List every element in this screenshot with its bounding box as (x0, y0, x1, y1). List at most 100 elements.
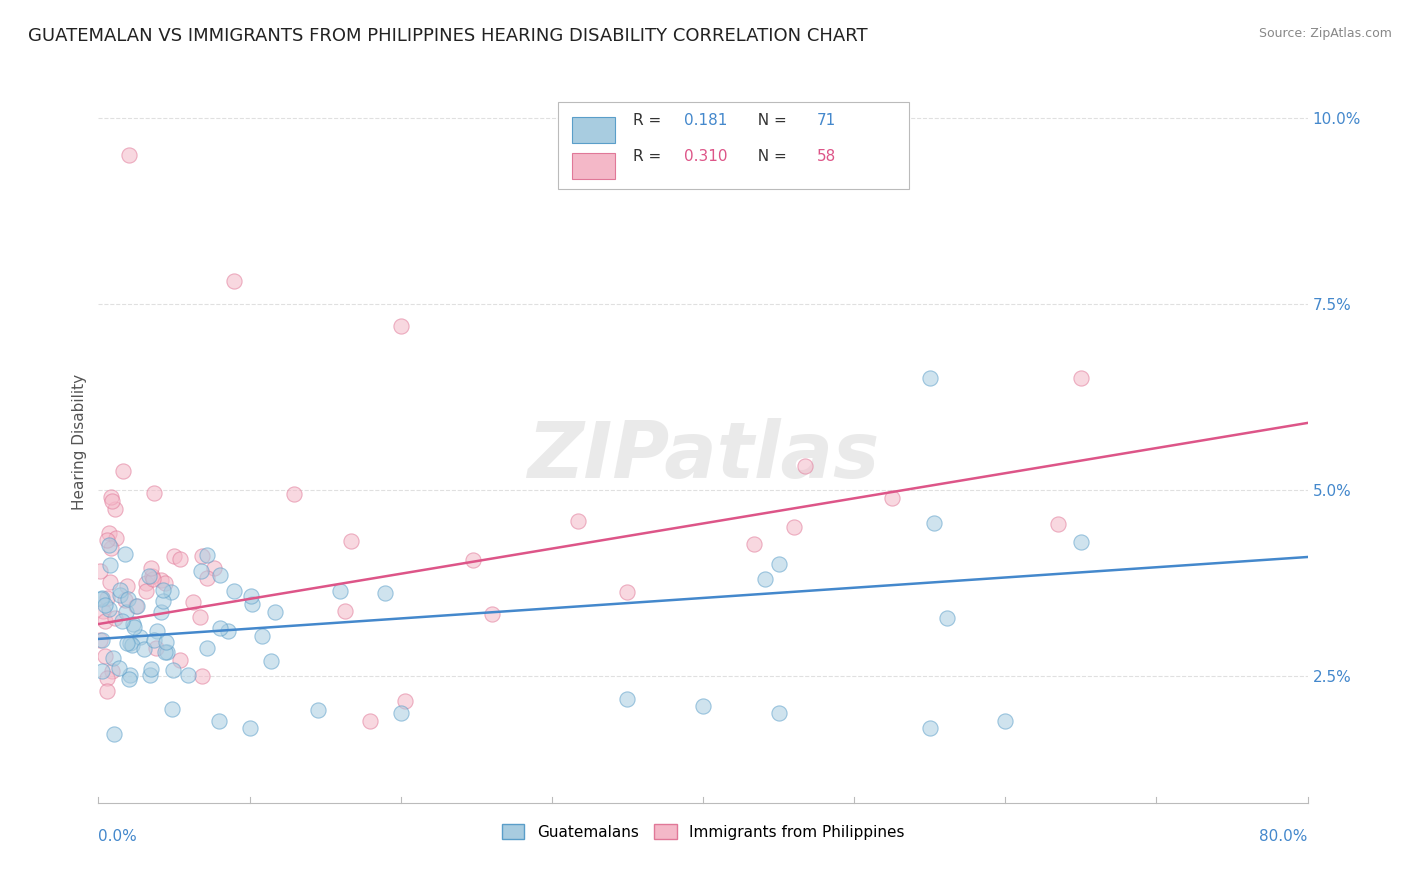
Point (108, 661, 131, 675)
Point (162, 702, 184, 716)
Point (340, 533, 363, 548)
Point (209, 621, 232, 635)
Point (394, 694, 416, 708)
Point (374, 586, 396, 600)
Point (127, 599, 149, 614)
Point (117, 592, 139, 607)
Point (240, 598, 263, 612)
Point (98, 575, 121, 590)
Point (143, 633, 166, 648)
Point (155, 635, 177, 649)
Point (139, 561, 162, 575)
Point (461, 552, 484, 566)
FancyBboxPatch shape (558, 102, 908, 189)
Point (91, 633, 114, 648)
Point (994, 714, 1017, 728)
FancyBboxPatch shape (572, 153, 614, 179)
Point (96, 533, 118, 547)
Point (156, 644, 179, 658)
Point (1070, 535, 1092, 549)
Point (190, 564, 212, 578)
Point (90, 592, 112, 607)
Point (616, 691, 638, 706)
Point (139, 668, 162, 682)
Point (91, 604, 114, 618)
Point (153, 575, 176, 590)
Point (103, 726, 125, 740)
Point (217, 624, 239, 639)
Point (195, 641, 218, 656)
Point (115, 579, 138, 593)
Point (152, 582, 174, 597)
Point (935, 611, 957, 625)
Point (224, 583, 246, 598)
Text: 0.181: 0.181 (683, 112, 727, 128)
Point (101, 664, 124, 678)
Text: N =: N = (748, 149, 792, 163)
Point (918, 721, 941, 735)
Point (329, 583, 352, 598)
Point (89, 632, 111, 647)
Point (616, 585, 638, 599)
Point (163, 549, 186, 563)
Point (191, 669, 214, 683)
Point (181, 594, 204, 608)
Point (145, 640, 167, 655)
Point (90, 664, 112, 678)
Point (98, 602, 121, 616)
FancyBboxPatch shape (572, 117, 614, 143)
Point (150, 605, 173, 619)
Point (135, 576, 157, 591)
Point (125, 599, 148, 614)
Point (360, 714, 382, 728)
Point (93, 648, 115, 663)
Point (149, 573, 172, 587)
Text: R =: R = (633, 112, 666, 128)
Point (139, 663, 162, 677)
Point (208, 567, 231, 582)
Point (100, 541, 122, 556)
Point (94, 598, 117, 612)
Point (138, 568, 160, 582)
Point (335, 604, 357, 618)
Point (208, 714, 231, 728)
Point (793, 458, 815, 473)
Point (101, 651, 124, 665)
Point (118, 636, 141, 650)
Point (195, 571, 218, 585)
Point (481, 607, 503, 622)
Point (114, 547, 136, 561)
Point (145, 624, 167, 639)
Point (162, 663, 184, 677)
Text: N =: N = (748, 112, 792, 128)
Point (169, 653, 191, 667)
Point (118, 148, 141, 162)
Point (114, 593, 136, 607)
Point (239, 721, 262, 735)
Point (1070, 371, 1092, 385)
Point (283, 487, 305, 501)
Point (108, 583, 131, 598)
Point (90, 591, 112, 606)
Point (142, 486, 165, 500)
Point (114, 605, 136, 619)
Point (111, 614, 134, 628)
Point (115, 636, 138, 650)
Point (153, 645, 176, 659)
Point (190, 549, 212, 563)
Point (104, 502, 127, 516)
Text: 58: 58 (817, 149, 837, 163)
Point (768, 706, 790, 721)
Text: GUATEMALAN VS IMMIGRANTS FROM PHILIPPINES HEARING DISABILITY CORRELATION CHART: GUATEMALAN VS IMMIGRANTS FROM PHILIPPINE… (28, 27, 868, 45)
Point (197, 549, 219, 563)
Point (177, 668, 200, 682)
Text: ZIPatlas: ZIPatlas (527, 418, 879, 494)
Point (239, 589, 262, 603)
Text: R =: R = (633, 149, 666, 163)
Legend: Guatemalans, Immigrants from Philippines: Guatemalans, Immigrants from Philippines (495, 818, 911, 846)
Point (692, 698, 714, 713)
Point (122, 616, 145, 631)
Point (103, 611, 125, 625)
Text: 0.310: 0.310 (683, 149, 727, 163)
Point (94, 614, 117, 628)
